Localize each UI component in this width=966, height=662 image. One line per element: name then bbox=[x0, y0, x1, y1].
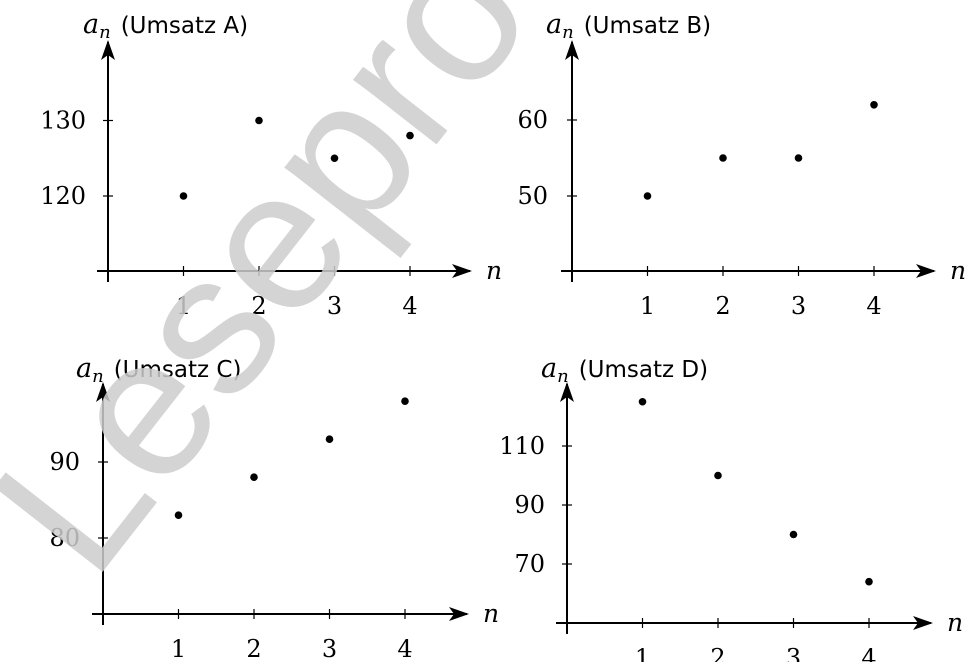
y-tick-label: 130 bbox=[40, 107, 86, 135]
data-point bbox=[406, 131, 414, 140]
data-point bbox=[789, 530, 798, 539]
data-point bbox=[401, 397, 409, 406]
x-tick-label: 1 bbox=[640, 292, 655, 320]
data-point bbox=[174, 511, 183, 519]
x-tick-label: 3 bbox=[322, 635, 337, 662]
x-tick-label: 2 bbox=[251, 292, 266, 320]
chart-panel-3: 1 2 3 4 80 90 n an (Umsatz C) bbox=[49, 353, 499, 662]
data-point bbox=[714, 471, 722, 480]
y-axis-title: an (Umsatz B) bbox=[546, 9, 711, 43]
y-tick-label: 90 bbox=[49, 448, 80, 476]
y-tick-label: 90 bbox=[514, 491, 545, 519]
x-axis-label: n bbox=[950, 256, 966, 285]
x-tick-label: 3 bbox=[786, 644, 801, 662]
x-tick-label: 4 bbox=[402, 292, 417, 320]
data-point bbox=[638, 397, 647, 406]
x-tick-label: 3 bbox=[791, 292, 806, 320]
x-tick-label: 1 bbox=[171, 635, 186, 662]
x-tick-label: 4 bbox=[397, 635, 412, 662]
y-tick-label: 50 bbox=[517, 182, 548, 210]
x-tick-label: 3 bbox=[327, 292, 342, 320]
y-tick-label: 120 bbox=[40, 182, 86, 210]
data-point bbox=[255, 116, 263, 125]
x-axis-label: n bbox=[486, 256, 502, 285]
x-tick-label: 1 bbox=[635, 644, 650, 662]
x-tick-label: 4 bbox=[861, 644, 876, 662]
x-tick-label: 2 bbox=[710, 644, 725, 662]
x-tick-label: 2 bbox=[715, 292, 730, 320]
chart-panel-2: 1 2 3 4 50 60 n an (Umsatz B) bbox=[517, 9, 966, 320]
watermark-text: Lesepro bbox=[0, 0, 571, 611]
data-point bbox=[719, 154, 727, 162]
data-point bbox=[325, 435, 334, 444]
data-point bbox=[330, 154, 339, 163]
chart-panel-4: 1 2 3 4 70 90 110 n an (Umsatz D) bbox=[499, 353, 963, 662]
data-point bbox=[250, 473, 258, 482]
data-point bbox=[794, 154, 803, 162]
x-tick-label: 1 bbox=[176, 292, 191, 320]
data-point bbox=[179, 192, 188, 200]
chart-panel-1: 1 2 3 4 120 130 n an (Umsatz A) bbox=[40, 9, 502, 320]
y-tick-label: 80 bbox=[49, 524, 80, 552]
x-axis-label: n bbox=[483, 599, 499, 628]
y-axis-title: an (Umsatz A) bbox=[83, 9, 248, 43]
y-axis-title: an (Umsatz D) bbox=[541, 353, 708, 387]
data-point bbox=[643, 192, 652, 200]
data-point bbox=[865, 577, 873, 586]
y-tick-label: 70 bbox=[514, 550, 545, 578]
y-axis-title: an (Umsatz C) bbox=[76, 353, 241, 387]
y-tick-label: 60 bbox=[517, 106, 548, 134]
y-tick-label: 110 bbox=[499, 432, 545, 460]
x-tick-label: 4 bbox=[866, 292, 881, 320]
data-point bbox=[870, 101, 878, 109]
x-tick-label: 2 bbox=[246, 635, 261, 662]
x-axis-label: n bbox=[947, 608, 963, 637]
